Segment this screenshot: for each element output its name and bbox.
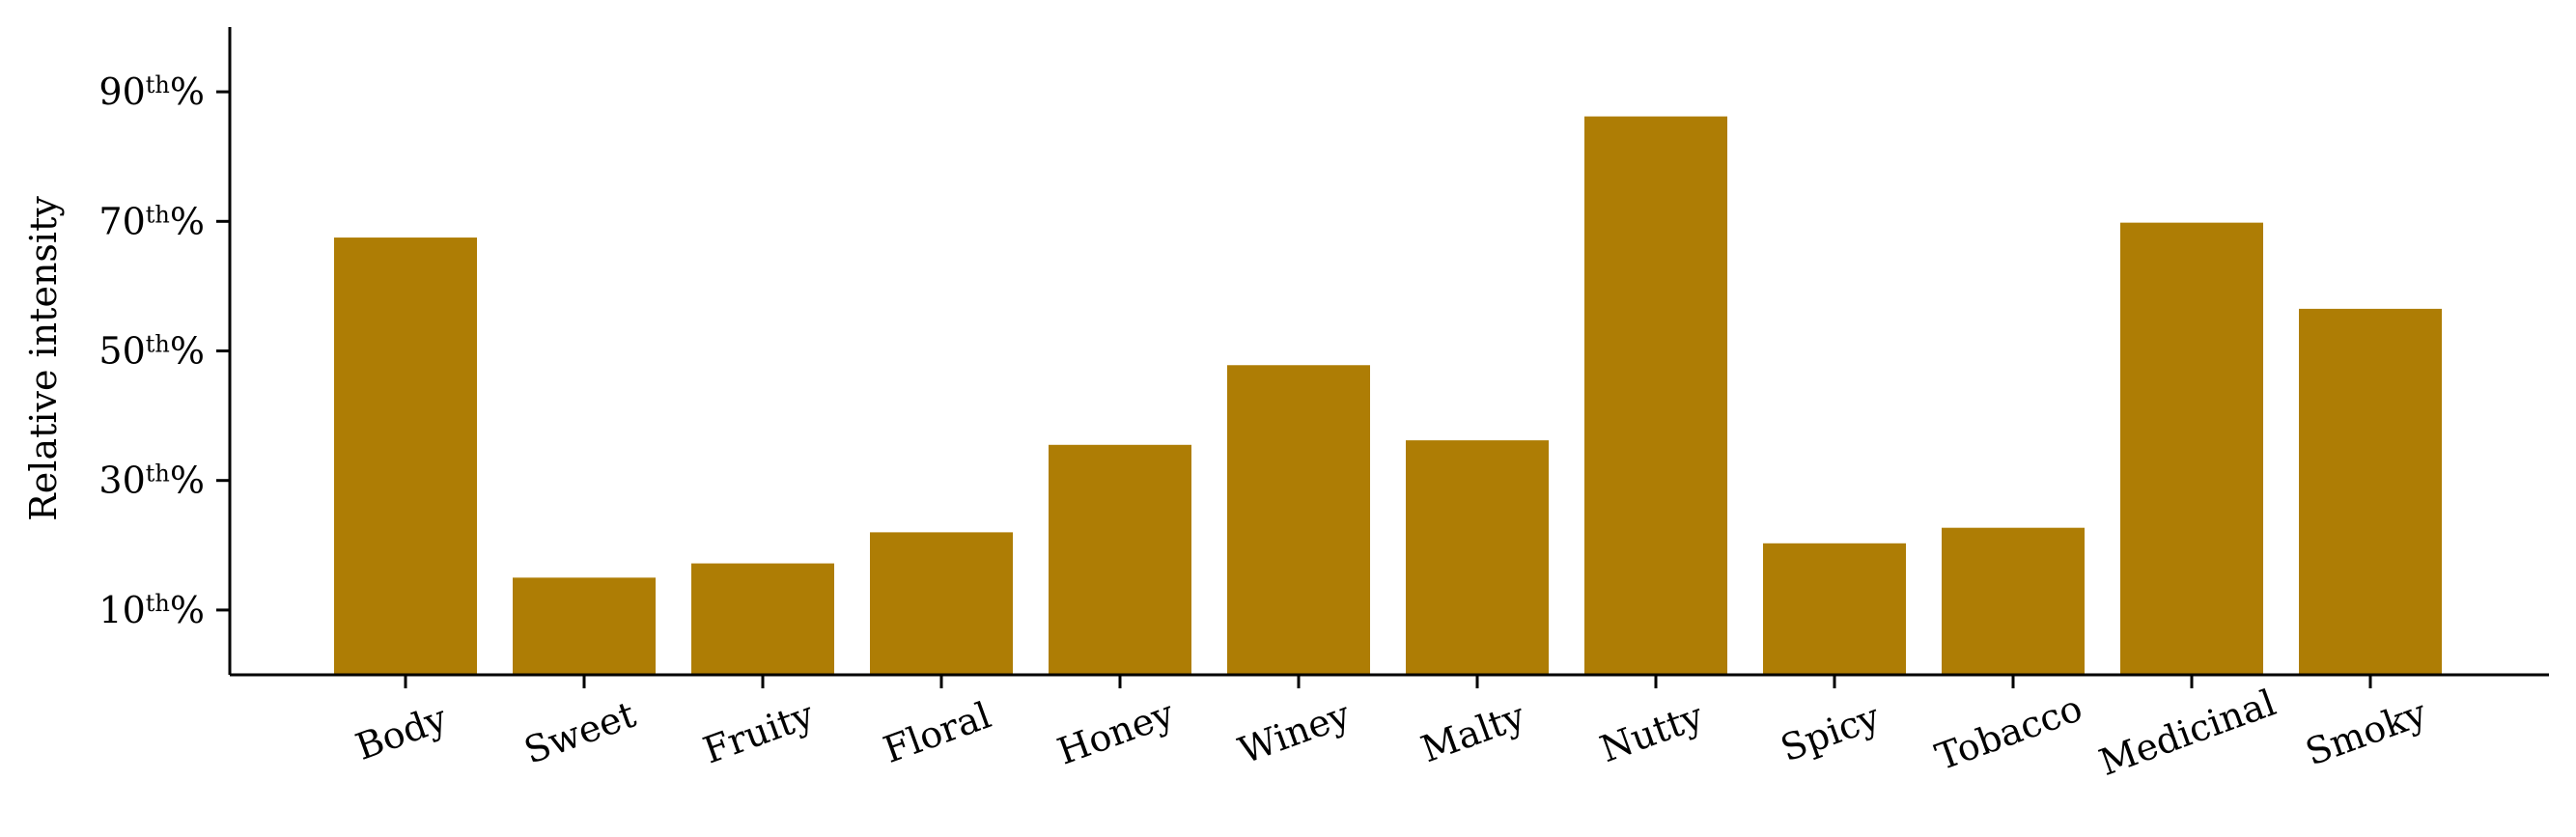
y-tick-superscript: th [146, 331, 170, 358]
x-tick-label-tobacco: Tobacco [1930, 686, 2087, 778]
bar-body [334, 237, 477, 675]
y-tick-label: 30th% [98, 460, 205, 502]
bar-winey [1227, 365, 1370, 675]
bar-malty [1406, 440, 1549, 675]
y-axis-ticks: 10th%30th%50th%70th%90th% [98, 70, 230, 631]
x-tick-label-smoky: Smoky [2300, 691, 2432, 774]
x-axis-ticks: Body Sweet Fruity Floral Honey Winey Malty Nutt… [350, 675, 2432, 785]
y-tick-label: 50th% [98, 330, 205, 373]
y-tick-suffix: % [170, 70, 205, 113]
x-tick-label-floral: Floral [878, 694, 996, 771]
bar-nutty [1584, 116, 1727, 675]
y-tick-superscript: th [146, 460, 170, 488]
y-tick-number: 30 [98, 460, 145, 502]
x-tick-label-spicy: Spicy [1776, 695, 1886, 770]
y-tick-number: 90 [98, 70, 145, 113]
y-tick-suffix: % [170, 460, 205, 502]
x-tick-label-body: Body [350, 696, 453, 768]
bar-honey [1049, 444, 1191, 675]
x-tick-label-fruity: Fruity [698, 693, 820, 772]
x-tick-label-winey: Winey [1233, 693, 1356, 772]
x-tick-label-malty: Malty [1415, 694, 1530, 770]
y-tick-suffix: % [170, 589, 205, 631]
y-tick-superscript: th [146, 201, 170, 228]
bar-spicy [1763, 543, 1906, 675]
y-tick-label: 70th% [98, 200, 205, 242]
bar-tobacco [1942, 527, 2085, 675]
y-tick-label: 90th% [98, 70, 205, 113]
y-tick-superscript: th [146, 590, 170, 617]
y-tick-number: 50 [98, 330, 145, 373]
bars-group [334, 116, 2442, 675]
y-tick-number: 70 [98, 200, 145, 242]
x-tick-label-nutty: Nutty [1594, 694, 1709, 770]
bar-floral [870, 532, 1013, 675]
bar-medicinal [2120, 222, 2263, 675]
y-tick-label: 10th% [98, 589, 205, 631]
y-axis-label: Relative intensity [22, 196, 65, 521]
y-tick-suffix: % [170, 200, 205, 242]
bar-smoky [2299, 308, 2442, 675]
bar-fruity [691, 563, 834, 675]
y-tick-superscript: th [146, 71, 170, 98]
x-tick-label-medicinal: Medicinal [2093, 682, 2281, 785]
y-tick-number: 10 [98, 589, 145, 631]
y-tick-suffix: % [170, 330, 205, 373]
x-tick-label-honey: Honey [1052, 692, 1180, 773]
bar-sweet [513, 577, 656, 675]
x-tick-label-sweet: Sweet [518, 693, 641, 772]
